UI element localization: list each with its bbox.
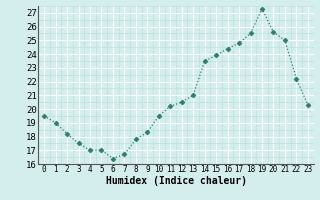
X-axis label: Humidex (Indice chaleur): Humidex (Indice chaleur) [106, 176, 246, 186]
